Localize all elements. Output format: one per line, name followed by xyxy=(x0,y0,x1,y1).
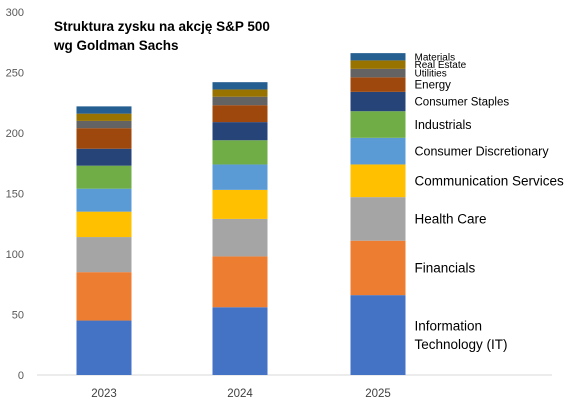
bar-segment xyxy=(350,60,406,69)
bar-segment xyxy=(212,96,268,106)
y-tick-label: 200 xyxy=(6,128,24,140)
bar-segment xyxy=(350,197,406,241)
bar-segment xyxy=(76,113,132,121)
bar-segment xyxy=(212,140,268,165)
bar-segment xyxy=(76,272,132,321)
y-tick-label: 0 xyxy=(18,370,24,382)
bar-segment xyxy=(350,53,406,61)
bar-segment xyxy=(76,120,132,129)
bar-segment xyxy=(350,77,406,92)
series-label: Technology (IT) xyxy=(415,337,508,352)
bar-segment xyxy=(212,307,268,375)
series-label: Consumer Discretionary xyxy=(415,145,550,159)
series-label: Health Care xyxy=(415,212,487,227)
y-tick-label: 100 xyxy=(6,249,24,261)
series-label: Materials xyxy=(415,52,456,63)
chart-title-line-1: Struktura zysku na akcję S&P 500 xyxy=(54,19,270,34)
x-category-label: 2023 xyxy=(91,388,117,400)
series-label: Utilities xyxy=(415,69,447,80)
series-label: Energy xyxy=(415,80,452,92)
series-label: Information xyxy=(415,319,483,334)
bar-segment xyxy=(212,89,268,97)
chart-title-line-2: wg Goldman Sachs xyxy=(54,38,179,53)
chart-title: Struktura zysku na akcję S&P 500 wg Gold… xyxy=(54,17,270,55)
bar-segment xyxy=(76,320,132,375)
bar-segment xyxy=(212,164,268,190)
x-category-label: 2024 xyxy=(227,388,253,400)
y-tick-label: 50 xyxy=(12,310,24,322)
bar-segment xyxy=(350,137,406,165)
bar-segment xyxy=(350,91,406,112)
bar-segment xyxy=(350,111,406,138)
y-tick-label: 150 xyxy=(6,189,24,201)
series-label: Industrials xyxy=(415,118,472,132)
bar-segment xyxy=(212,122,268,141)
bar-segment xyxy=(350,68,406,78)
bar-segment xyxy=(76,148,132,166)
y-tick-label: 300 xyxy=(6,7,24,19)
bar-segment xyxy=(350,240,406,296)
bar-segment xyxy=(350,164,406,198)
bar-segment xyxy=(212,256,268,308)
series-label: Real Estate xyxy=(415,60,467,71)
bar-segment xyxy=(212,105,268,123)
bar-segment xyxy=(76,165,132,189)
series-label: Communication Services xyxy=(415,174,564,189)
bar-segment xyxy=(76,128,132,149)
series-label: Consumer Staples xyxy=(415,97,510,109)
series-label: Financials xyxy=(415,261,476,276)
bar-segment xyxy=(212,189,268,219)
y-tick-label: 250 xyxy=(6,68,24,80)
bar-segment xyxy=(212,218,268,257)
bar-segment xyxy=(76,106,132,114)
x-category-label: 2025 xyxy=(365,388,391,400)
bar-segment xyxy=(350,295,406,375)
bar-segment xyxy=(76,211,132,238)
bar-segment xyxy=(76,237,132,273)
bar-segment xyxy=(76,188,132,212)
bar-segment xyxy=(212,82,268,90)
